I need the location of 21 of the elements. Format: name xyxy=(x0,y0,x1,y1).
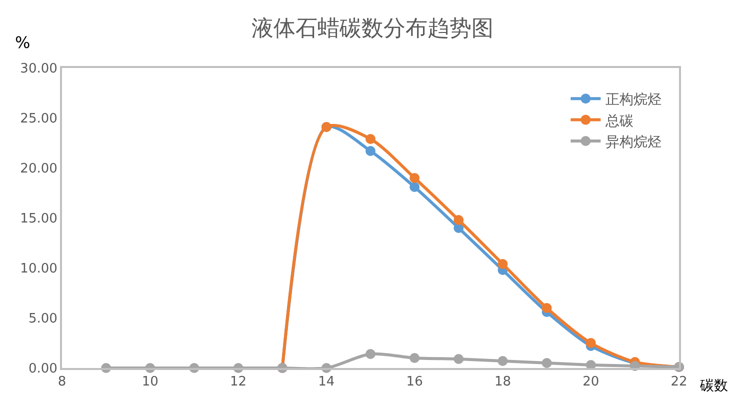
legend-label: 正构烷烃 xyxy=(606,92,662,108)
y-tick-label: 10.00 xyxy=(20,262,58,277)
legend-label: 异构烷烃 xyxy=(606,134,662,150)
chart-title: 液体石蜡碳数分布趋势图 xyxy=(252,16,494,42)
y-axis-title: % xyxy=(15,33,30,52)
y-tick-label: 0.00 xyxy=(28,362,58,377)
y-tick-label: 20.00 xyxy=(20,162,58,177)
x-tick-label: 10 xyxy=(142,374,158,390)
x-tick-label: 16 xyxy=(406,374,423,390)
y-tick-label: 25.00 xyxy=(20,112,58,127)
y-tick-label: 5.00 xyxy=(28,312,58,327)
y-tick-label: 30.00 xyxy=(20,62,58,77)
y-tick-label: 15.00 xyxy=(20,212,58,227)
x-tick-label: 18 xyxy=(494,374,511,390)
legend-label: 总碳 xyxy=(604,113,634,130)
x-tick-label: 8 xyxy=(58,374,66,390)
x-tick-label: 12 xyxy=(230,374,247,390)
x-tick-label: 20 xyxy=(582,374,600,390)
x-tick-label: 22 xyxy=(670,374,688,390)
x-tick-label: 14 xyxy=(318,374,335,390)
x-axis-title: 碳数 xyxy=(699,378,728,394)
